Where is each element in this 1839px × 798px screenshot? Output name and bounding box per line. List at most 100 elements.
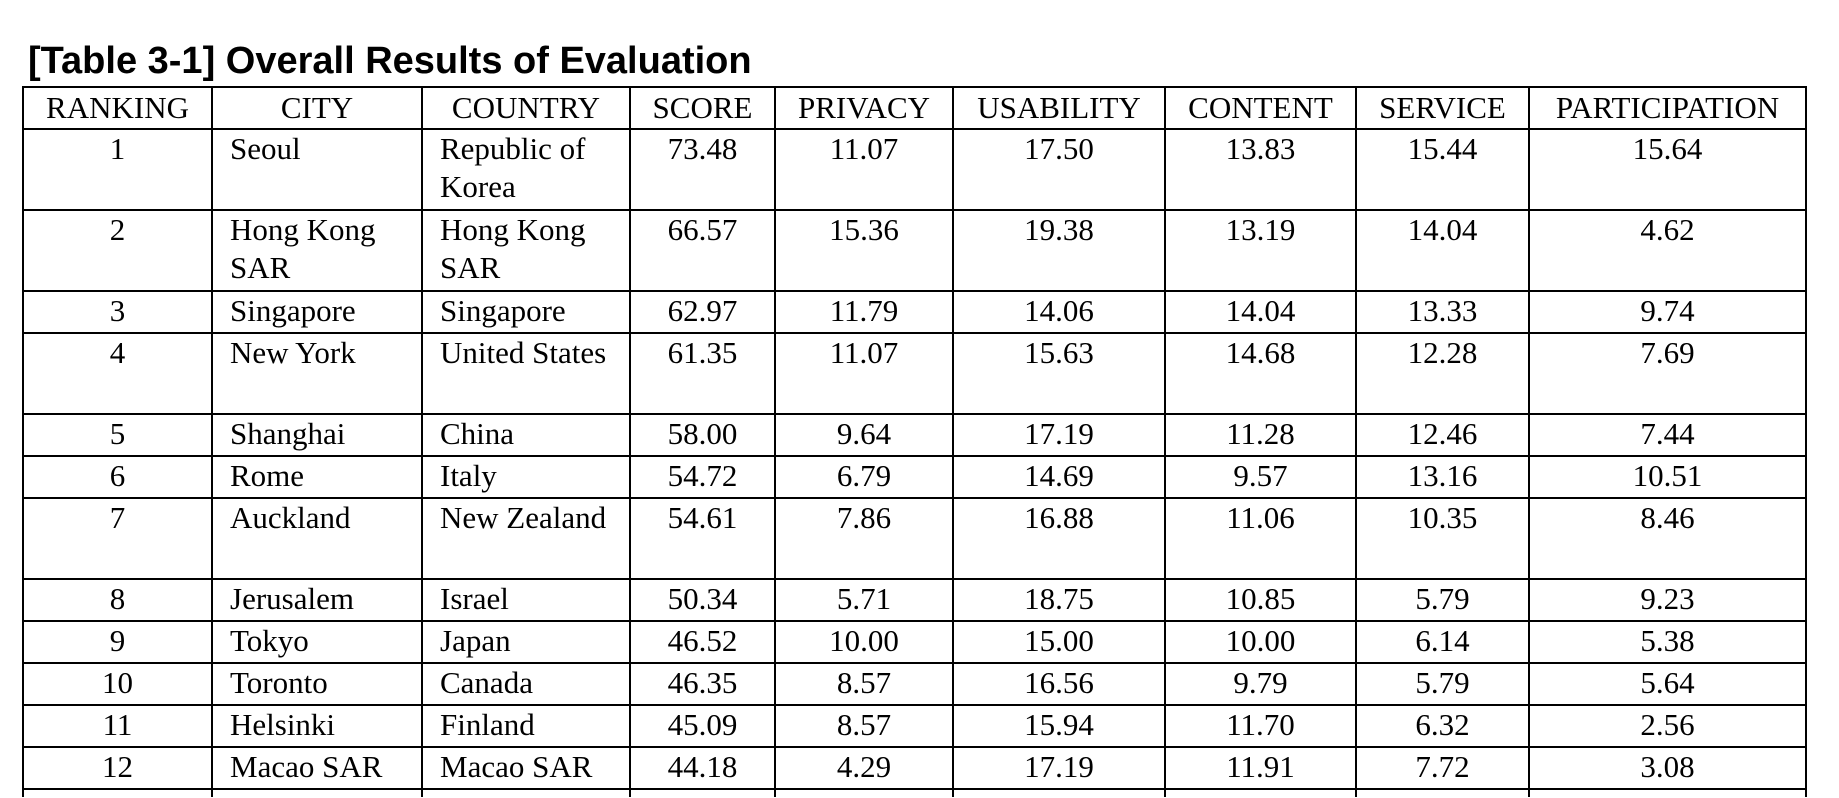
cell-participation: 2.56 [1528, 704, 1807, 748]
cell-usability: 16.88 [952, 497, 1166, 580]
cell-privacy: 7.86 [774, 497, 954, 580]
cell-city: Seoul [211, 128, 423, 211]
cell-privacy: 0.00 [774, 788, 954, 797]
cell-content: 9.57 [1164, 455, 1357, 499]
cell-participation: 5.64 [1528, 788, 1807, 797]
cell-city: Macao SAR [211, 746, 423, 790]
cell-usability: 15.63 [952, 332, 1166, 415]
cell-score: 61.35 [629, 332, 776, 415]
cell-content: 11.06 [1164, 497, 1357, 580]
cell-service: 13.33 [1355, 290, 1530, 334]
cell-ranking: 13 [22, 788, 213, 797]
cell-usability: 17.19 [952, 746, 1166, 790]
table-row: 6 Rome Italy 54.72 6.79 14.69 9.57 13.16… [22, 455, 1807, 499]
cell-participation: 3.08 [1528, 746, 1807, 790]
column-header-participation: PARTICIPATION [1528, 86, 1807, 130]
column-header-usability: USABILITY [952, 86, 1166, 130]
cell-city: Singapore [211, 290, 423, 334]
cell-city: Rome [211, 455, 423, 499]
cell-city: Jerusalem [211, 578, 423, 622]
cell-participation: 7.44 [1528, 413, 1807, 457]
table-caption: [Table 3-1] Overall Results of Evaluatio… [28, 40, 752, 82]
cell-ranking: 8 [22, 578, 213, 622]
cell-city: Auckland [211, 497, 423, 580]
table-row: 1 Seoul Republic of Korea 73.48 11.07 17… [22, 128, 1807, 211]
cell-service: 5.79 [1355, 578, 1530, 622]
cell-ranking: 12 [22, 746, 213, 790]
cell-ranking: 10 [22, 662, 213, 706]
cell-privacy: 11.07 [774, 128, 954, 211]
cell-country: Macao SAR [421, 746, 631, 790]
cell-score: 54.72 [629, 455, 776, 499]
cell-ranking: 7 [22, 497, 213, 580]
cell-content: 14.68 [1164, 332, 1357, 415]
cell-score: 44.07 [629, 788, 776, 797]
cell-service: 13.16 [1355, 455, 1530, 499]
cell-country: Republic of Korea [421, 128, 631, 211]
cell-privacy: 15.36 [774, 209, 954, 292]
cell-content: 14.04 [1164, 290, 1357, 334]
cell-participation: 5.64 [1528, 662, 1807, 706]
cell-privacy: 11.07 [774, 332, 954, 415]
column-header-country: COUNTRY [421, 86, 631, 130]
cell-country: United States [421, 332, 631, 415]
cell-city: New York [211, 332, 423, 415]
cell-country: Israel [421, 578, 631, 622]
cell-ranking: 6 [22, 455, 213, 499]
cell-usability: 13.75 [952, 788, 1166, 797]
cell-service: 15.44 [1355, 128, 1530, 211]
column-header-ranking: RANKING [22, 86, 213, 130]
cell-ranking: 9 [22, 620, 213, 664]
cell-content: 11.70 [1164, 704, 1357, 748]
table-row: 12 Macao SAR Macao SAR 44.18 4.29 17.19 … [22, 746, 1807, 790]
cell-content: 13.83 [1164, 128, 1357, 211]
cell-score: 50.34 [629, 578, 776, 622]
column-header-score: SCORE [629, 86, 776, 130]
cell-content: 14.68 [1164, 788, 1357, 797]
cell-privacy: 9.64 [774, 413, 954, 457]
cell-participation: 7.69 [1528, 332, 1807, 415]
cell-service: 14.04 [1355, 209, 1530, 292]
cell-service: 7.72 [1355, 746, 1530, 790]
cell-country: Sweden [421, 788, 631, 797]
cell-participation: 9.74 [1528, 290, 1807, 334]
cell-score: 66.57 [629, 209, 776, 292]
cell-city: Stockholm [211, 788, 423, 797]
table-row: 13 Stockholm Sweden 44.07 0.00 13.75 14.… [22, 788, 1807, 797]
cell-privacy: 8.57 [774, 704, 954, 748]
column-header-city: CITY [211, 86, 423, 130]
table-row: 11 Helsinki Finland 45.09 8.57 15.94 11.… [22, 704, 1807, 748]
cell-city: Helsinki [211, 704, 423, 748]
cell-service: 5.79 [1355, 662, 1530, 706]
cell-city: Tokyo [211, 620, 423, 664]
table-row: 7 Auckland New Zealand 54.61 7.86 16.88 … [22, 497, 1807, 580]
cell-ranking: 2 [22, 209, 213, 292]
cell-content: 9.79 [1164, 662, 1357, 706]
cell-score: 54.61 [629, 497, 776, 580]
cell-participation: 5.38 [1528, 620, 1807, 664]
cell-service: 12.28 [1355, 332, 1530, 415]
cell-country: Japan [421, 620, 631, 664]
cell-city: Shanghai [211, 413, 423, 457]
cell-ranking: 1 [22, 128, 213, 211]
column-header-privacy: PRIVACY [774, 86, 954, 130]
cell-ranking: 3 [22, 290, 213, 334]
cell-usability: 15.94 [952, 704, 1166, 748]
cell-ranking: 11 [22, 704, 213, 748]
cell-score: 46.35 [629, 662, 776, 706]
cell-usability: 19.38 [952, 209, 1166, 292]
cell-country: Canada [421, 662, 631, 706]
cell-service: 10.00 [1355, 788, 1530, 797]
cell-content: 10.00 [1164, 620, 1357, 664]
cell-score: 45.09 [629, 704, 776, 748]
cell-usability: 14.69 [952, 455, 1166, 499]
cell-privacy: 4.29 [774, 746, 954, 790]
cell-usability: 16.56 [952, 662, 1166, 706]
cell-ranking: 5 [22, 413, 213, 457]
table-row: 4 New York United States 61.35 11.07 15.… [22, 332, 1807, 415]
cell-participation: 15.64 [1528, 128, 1807, 211]
table-header-row: RANKING CITY COUNTRY SCORE PRIVACY USABI… [22, 86, 1807, 130]
cell-city: Toronto [211, 662, 423, 706]
